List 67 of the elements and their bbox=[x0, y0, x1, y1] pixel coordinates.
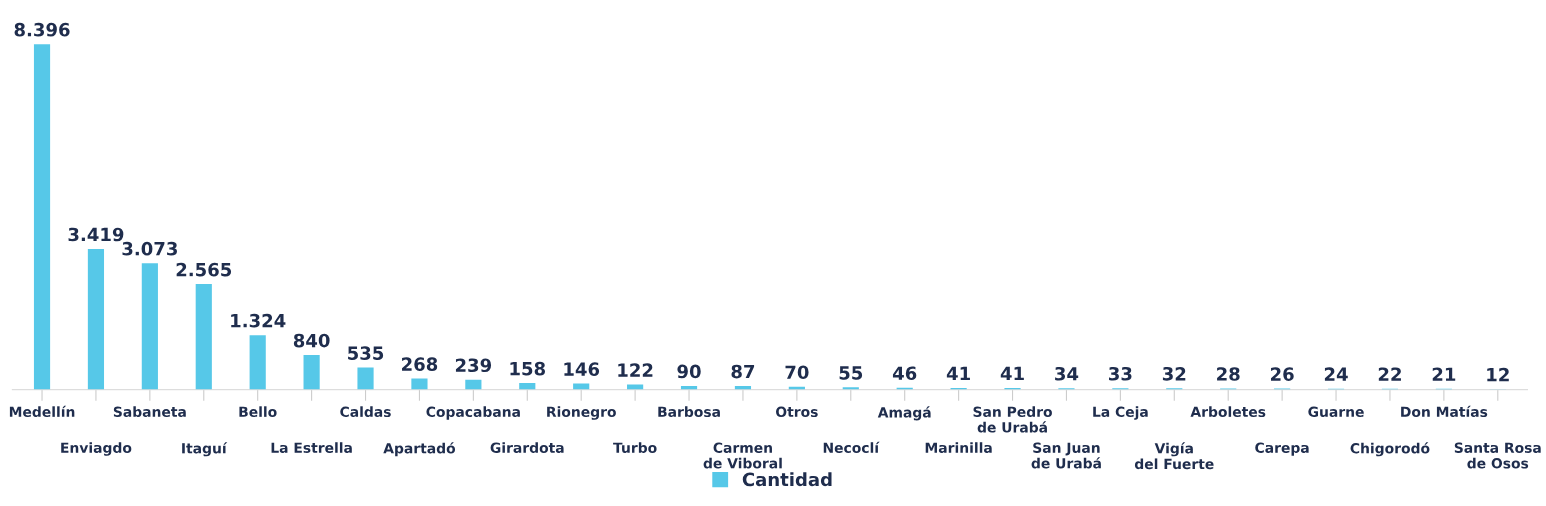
bar bbox=[303, 355, 320, 390]
bar bbox=[195, 284, 212, 390]
x-tick-label: Sabaneta bbox=[113, 406, 186, 418]
data-label: 70 bbox=[785, 365, 809, 380]
data-label: 3.419 bbox=[68, 227, 124, 242]
data-label: 55 bbox=[839, 366, 863, 380]
data-label: 146 bbox=[564, 362, 600, 376]
x-tick-label: Carepa bbox=[1255, 442, 1309, 456]
x-tick-label: Turbo bbox=[613, 442, 657, 453]
data-label: 239 bbox=[455, 358, 492, 373]
legend-label: Cantidad bbox=[742, 472, 832, 487]
x-tick-label: San Juan de Urabá bbox=[1031, 442, 1101, 469]
x-tick-label: Amagá bbox=[877, 406, 931, 421]
data-label: 21 bbox=[1432, 367, 1456, 381]
x-tick-label: Bello bbox=[239, 406, 277, 418]
data-label: 33 bbox=[1109, 366, 1132, 381]
x-tick-label: Vigía del Fuerte bbox=[1134, 442, 1214, 470]
x-tick-label: Caldas bbox=[340, 406, 391, 418]
bar bbox=[87, 248, 105, 390]
data-label: 41 bbox=[1000, 366, 1024, 381]
data-label: 12 bbox=[1487, 367, 1509, 382]
x-tick-label: Chigorodó bbox=[1350, 442, 1430, 457]
x-tick-label: La Estrella bbox=[271, 442, 352, 453]
x-tick-label: Guarne bbox=[1308, 406, 1364, 418]
x-tick-label: Enviagdo bbox=[61, 442, 132, 456]
x-tick-label: Rionegro bbox=[547, 406, 616, 420]
x-tick-label: Santa Rosa de Osos bbox=[1454, 442, 1541, 469]
x-tick-label: Don Matías bbox=[1401, 405, 1488, 418]
data-label: 1.324 bbox=[231, 313, 286, 328]
data-label: 8.396 bbox=[14, 22, 70, 37]
data-label: 122 bbox=[618, 363, 653, 377]
bar bbox=[519, 383, 536, 390]
x-tick-label: San Pedro de Urabá bbox=[973, 406, 1052, 433]
x-tick-label: Carmen de Viboral bbox=[703, 442, 782, 469]
x-tick-label: Otros bbox=[776, 406, 818, 418]
x-tick-label: Necoclí bbox=[823, 441, 880, 453]
x-tick-label: La Ceja bbox=[1093, 406, 1148, 420]
data-label: 26 bbox=[1270, 367, 1294, 381]
data-label: 34 bbox=[1055, 366, 1079, 381]
data-label: 158 bbox=[510, 361, 545, 376]
data-label: 90 bbox=[677, 364, 701, 379]
bar bbox=[465, 379, 482, 390]
bar bbox=[141, 263, 158, 390]
data-label: 535 bbox=[348, 346, 384, 360]
bar bbox=[33, 44, 51, 390]
x-tick-label: Copacabana bbox=[426, 406, 520, 420]
data-label: 87 bbox=[731, 364, 755, 379]
x-tick-label: Marinilla bbox=[925, 442, 992, 453]
data-label: 268 bbox=[402, 357, 438, 371]
x-tick-label: Medellín bbox=[9, 405, 75, 418]
data-label: 3.073 bbox=[122, 241, 177, 256]
data-label: 22 bbox=[1378, 367, 1401, 381]
data-label: 28 bbox=[1217, 367, 1240, 381]
data-label: 41 bbox=[946, 366, 970, 381]
x-tick-label: Arboletes bbox=[1190, 406, 1266, 418]
data-label: 24 bbox=[1324, 367, 1348, 381]
x-tick-label: Barbosa bbox=[658, 406, 720, 418]
bar bbox=[357, 367, 374, 390]
data-label: 840 bbox=[293, 333, 330, 348]
data-label: 32 bbox=[1162, 366, 1186, 381]
x-tick-label: Apartadó bbox=[383, 442, 456, 457]
x-tick-label: Girardota bbox=[490, 442, 564, 453]
x-tick-label: Itaguí bbox=[182, 442, 228, 457]
data-label: 2.565 bbox=[176, 262, 232, 277]
bar bbox=[249, 335, 266, 390]
data-label: 46 bbox=[892, 366, 917, 381]
bar bbox=[411, 378, 428, 390]
